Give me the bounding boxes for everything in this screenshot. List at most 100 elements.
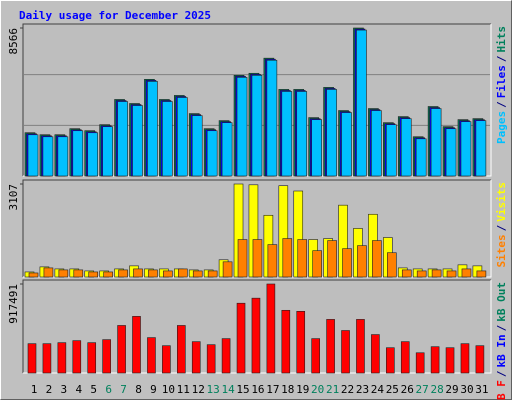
- x-tick-label: 22: [341, 383, 354, 396]
- bar: [162, 101, 173, 177]
- bar: [475, 120, 487, 177]
- y-tick-label: 8566: [7, 28, 20, 55]
- bar: [252, 239, 263, 278]
- bar: [356, 29, 367, 177]
- bar: [57, 136, 69, 177]
- bar: [445, 128, 457, 177]
- bar: [445, 347, 455, 374]
- bar: [221, 122, 233, 177]
- x-tick-label: 30: [460, 383, 473, 396]
- bar: [357, 245, 367, 278]
- x-tick-label: 25: [386, 383, 399, 396]
- bar: [327, 240, 337, 278]
- bar: [192, 270, 203, 278]
- bar: [311, 119, 322, 177]
- legend-entry: Sites: [495, 234, 508, 267]
- x-tick-label: 16: [251, 383, 264, 396]
- legend-entry: kB Out: [495, 282, 508, 322]
- bar: [206, 130, 218, 177]
- bar: [236, 302, 246, 374]
- bar: [178, 268, 188, 278]
- bar: [430, 108, 442, 177]
- x-tick-label: 10: [162, 383, 175, 396]
- bar: [177, 97, 188, 177]
- legend-entry: Files: [495, 65, 508, 98]
- bar: [88, 271, 99, 278]
- bar: [117, 101, 128, 177]
- bar: [28, 272, 39, 278]
- x-tick-label: 14: [221, 383, 235, 396]
- bar: [132, 105, 143, 177]
- x-tick-label: 1: [31, 383, 38, 396]
- bar: [267, 244, 278, 278]
- x-tick-label: 13: [207, 383, 220, 396]
- bar: [72, 340, 82, 374]
- x-tick-label: 15: [236, 383, 249, 396]
- bar: [27, 134, 39, 177]
- bar: [387, 252, 397, 278]
- bar: [281, 309, 291, 374]
- x-tick-label: 7: [120, 383, 127, 396]
- bar: [296, 311, 306, 374]
- bar: [341, 330, 350, 374]
- bar: [326, 319, 335, 374]
- bar: [297, 239, 308, 278]
- bar: [415, 352, 425, 374]
- x-tick-label: 20: [311, 383, 324, 396]
- bar: [118, 269, 128, 278]
- bar: [461, 268, 472, 278]
- bar: [133, 268, 143, 278]
- bar: [266, 59, 278, 177]
- y-tick: 8566: [7, 28, 20, 55]
- bar: [475, 345, 485, 374]
- bar: [162, 345, 171, 374]
- bar: [371, 110, 382, 177]
- bar: [237, 239, 248, 278]
- x-tick-label: 11: [177, 383, 190, 396]
- x-tick-label: 3: [61, 383, 68, 396]
- x-tick-label: 27: [416, 383, 429, 396]
- bar: [87, 132, 99, 177]
- bar: [356, 319, 365, 374]
- bar: [147, 337, 156, 374]
- bar: [251, 75, 263, 177]
- legend-entry: Hits: [495, 26, 508, 53]
- bar: [57, 342, 67, 374]
- x-tick-label: 4: [75, 383, 82, 396]
- bar: [236, 77, 248, 177]
- bar: [206, 344, 216, 374]
- bar: [401, 269, 412, 278]
- x-tick-label: 6: [105, 383, 112, 396]
- bar: [341, 112, 352, 177]
- legend: kB F / kB In / kB Out: [495, 282, 508, 400]
- x-tick-label: 8: [135, 383, 142, 396]
- bar: [476, 270, 487, 278]
- y-tick-label: 3107: [7, 184, 20, 211]
- x-tick-label: 17: [266, 383, 279, 396]
- bar: [191, 341, 201, 374]
- bar: [177, 325, 186, 374]
- bar: [446, 270, 457, 278]
- bar: [43, 267, 54, 278]
- bar: [281, 91, 293, 177]
- bar: [400, 341, 410, 374]
- bar: [72, 130, 84, 177]
- bar: [460, 343, 470, 374]
- bar: [42, 343, 52, 374]
- bar: [148, 269, 158, 278]
- bar: [103, 271, 113, 278]
- bar: [460, 121, 472, 177]
- x-tick-label: 21: [326, 383, 339, 396]
- bar: [42, 136, 54, 177]
- x-tick-label: 29: [445, 383, 458, 396]
- x-tick-label: 5: [90, 383, 97, 396]
- x-tick-label: 2: [46, 383, 53, 396]
- x-tick-label: 23: [356, 383, 369, 396]
- x-tick-label: 18: [281, 383, 294, 396]
- bar: [27, 343, 37, 374]
- legend-entry: Visits: [495, 182, 508, 222]
- bar: [311, 338, 320, 374]
- y-tick: 917491: [7, 284, 20, 324]
- legend-separator: /: [495, 55, 508, 62]
